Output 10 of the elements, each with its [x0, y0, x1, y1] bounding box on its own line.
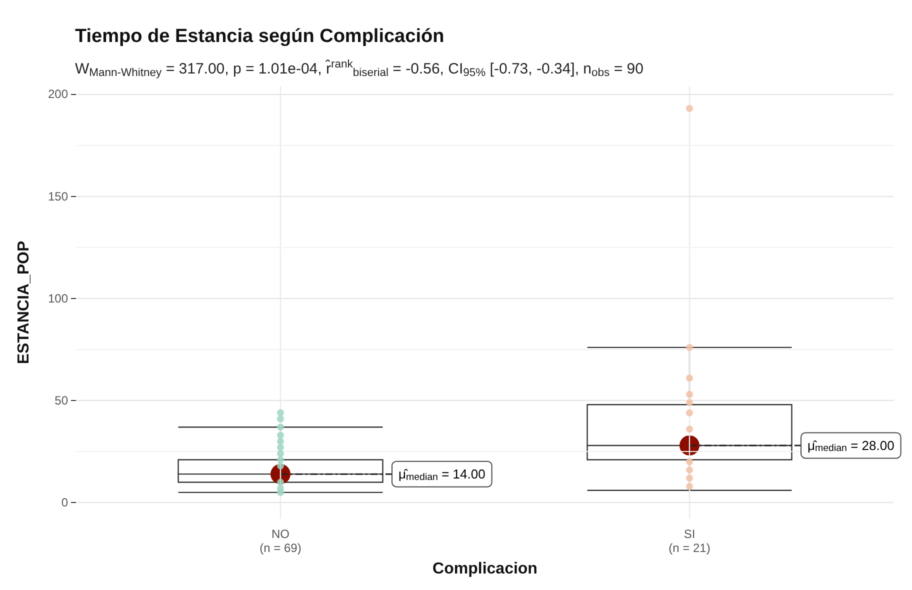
x-axis-title: Complicacion [432, 560, 538, 578]
y-tick-label: 0 [61, 496, 68, 510]
y-tick-label: 200 [48, 87, 68, 102]
y-tick-label: 100 [48, 291, 68, 306]
x-tick-label: SI (n = 21) [668, 527, 710, 555]
chart-title: Tiempo de Estancia según Complicación [75, 26, 444, 47]
y-axis-title: ESTANCIA_POP [16, 240, 32, 364]
y-tick-label: 50 [54, 394, 68, 408]
x-tick-label: NO (n = 69) [260, 527, 302, 555]
y-tick-label: 150 [48, 189, 68, 204]
